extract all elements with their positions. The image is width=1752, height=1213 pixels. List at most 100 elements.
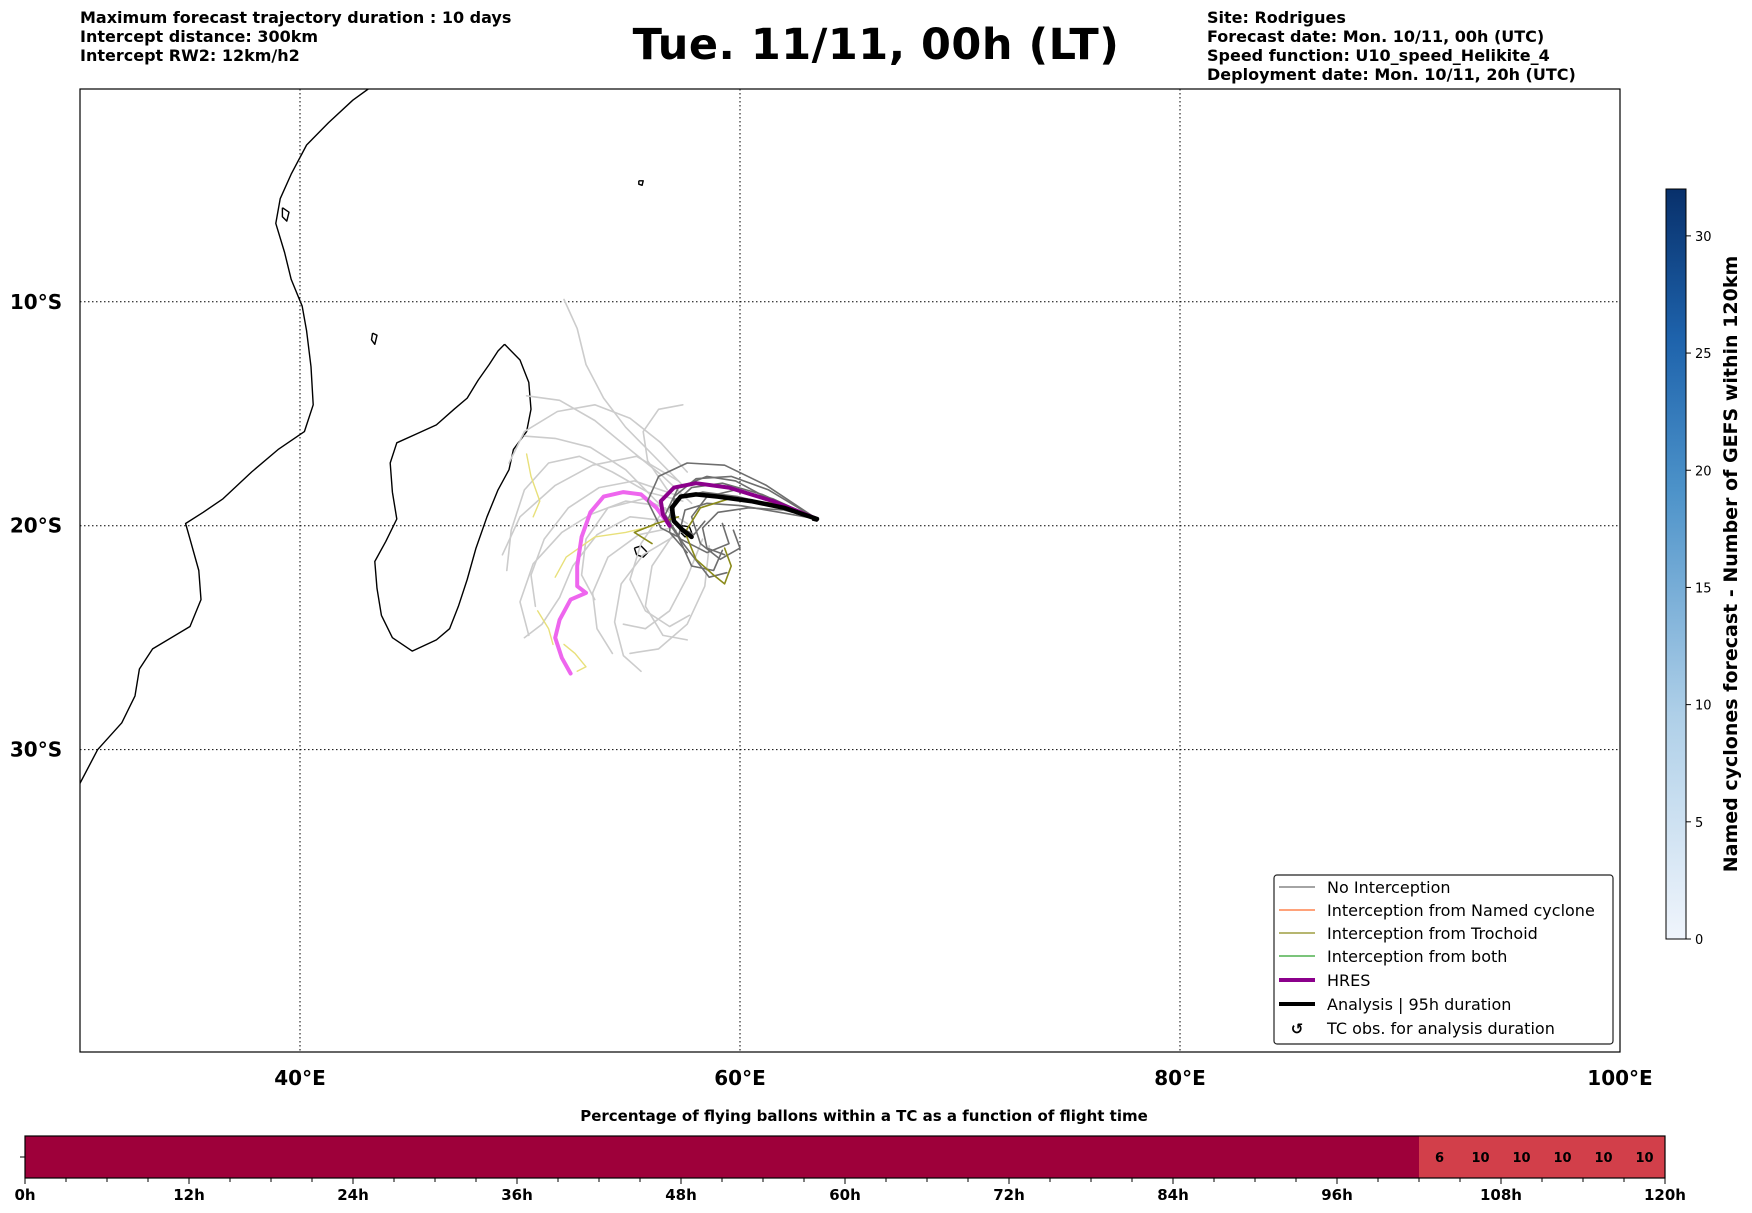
track-full-forecast-9 [501, 455, 680, 556]
coastline-africa-coast [80, 89, 369, 784]
coastline-madagascar [374, 343, 532, 652]
info-intercept-distance: Intercept distance: 300km [80, 27, 319, 46]
lat-tick-label: 10°S [10, 290, 62, 314]
track-full-forecast-14 [505, 455, 684, 572]
track-trochoid-full-forecast-1 [554, 525, 655, 578]
track-hres [658, 481, 819, 528]
strip-cell [1419, 1136, 1460, 1178]
strip-cells: 6 10 10 10 10 10 [25, 1136, 1665, 1178]
strip-tick-label: 96h [1321, 1186, 1353, 1204]
track-full-forecast-15 [644, 529, 689, 641]
coastline-comoros [370, 332, 378, 345]
legend-label-no-interception: No Interception [1327, 878, 1451, 897]
legend-label-hres: HRES [1327, 971, 1370, 990]
strip-tick-label: 48h [665, 1186, 697, 1204]
lat-tick-label: 20°S [10, 514, 62, 538]
legend-label-trochoid: Interception from Trochoid [1327, 924, 1538, 943]
legend-label-named-cyclone: Interception from Named cyclone [1327, 901, 1595, 920]
strip-tick-label: 24h [337, 1186, 369, 1204]
latitude-tick-labels: 10°S 20°S 30°S [10, 290, 62, 762]
track-full-forecast-1 [563, 298, 686, 489]
strip-cell-label: 10 [1594, 1151, 1612, 1166]
track-trochoid-full-forecast-4 [525, 453, 541, 518]
track-member-e [668, 482, 818, 554]
map-gridlines [80, 89, 1620, 1052]
map-frame [79, 88, 1621, 1053]
track-analysis [669, 492, 820, 540]
strip-cell-label: 10 [1635, 1151, 1653, 1166]
colorbar-tick-label: 10 [1695, 699, 1712, 714]
info-deployment-date: Deployment date: Mon. 10/11, 20h (UTC) [1207, 65, 1576, 84]
tc-obs-icon: ↺ [1291, 1020, 1304, 1038]
info-max-duration: Maximum forecast trajectory duration : 1… [80, 8, 512, 27]
strip-ticks: 0h 12h 24h 36h 48h 60h 72h 84h 96h 108h 120h [14, 1178, 1686, 1204]
strip-cell [1583, 1136, 1624, 1178]
strip-cell [25, 1136, 1419, 1178]
strip-tick-label: 0h [14, 1186, 35, 1204]
strip-tick-label: 84h [1157, 1186, 1189, 1204]
colorbar-tick-label: 15 [1695, 581, 1712, 596]
track-trochoid-full-forecast-3 [536, 610, 554, 646]
legend-label-analysis: Analysis | 95h duration [1327, 995, 1511, 1014]
colorbar-tick-label: 0 [1695, 933, 1703, 948]
colorbar-label: Named cyclones forecast - Number of GEFS… [1720, 256, 1742, 873]
info-forecast-date: Forecast date: Mon. 10/11, 00h (UTC) [1207, 27, 1545, 46]
coastline-mafia-zanzibar [281, 207, 290, 222]
track-member-a [664, 475, 818, 554]
info-intercept-rw2: Intercept RW2: 12km/h2 [80, 46, 300, 65]
track-member-g [673, 475, 818, 536]
track-full-forecast-5 [530, 480, 675, 608]
site-info-block: Site: Rodrigues Forecast date: Mon. 10/1… [1207, 8, 1576, 84]
coastline-seychelles [638, 180, 644, 187]
colorbar-tick-label: 25 [1695, 347, 1712, 362]
track-hres-full-forecast- [553, 490, 672, 676]
strip-cell [1542, 1136, 1583, 1178]
strip-title: Percentage of flying ballons within a TC… [580, 1107, 1148, 1125]
lon-tick-label: 40°E [274, 1066, 326, 1090]
lon-tick-label: 100°E [1587, 1066, 1652, 1090]
colorbar-tick-label: 30 [1695, 230, 1712, 245]
colorbar-ticks: 0 5 10 15 20 25 30 [1686, 230, 1712, 948]
strip-cell-label: 6 [1435, 1151, 1444, 1166]
colorbar-tick-label: 5 [1695, 816, 1703, 831]
legend-frame [1273, 874, 1614, 1045]
map-legend: No Interception Interception from Named … [1273, 874, 1614, 1045]
track-full-forecast-10 [591, 527, 673, 655]
track-trochoid-full-forecast-2 [563, 643, 587, 672]
strip-cell-label: 10 [1512, 1151, 1530, 1166]
strip-tick-label: 12h [173, 1186, 205, 1204]
track-full-forecast-4 [523, 515, 671, 639]
colorbar-tick-label: 20 [1695, 464, 1712, 479]
strip-tick-label: 60h [829, 1186, 861, 1204]
track-full-forecast-17 [642, 403, 684, 491]
track-full-forecast-11 [508, 403, 689, 473]
info-speed-function: Speed function: U10_speed_Helikite_4 [1207, 46, 1550, 65]
legend-label-both: Interception from both [1327, 947, 1507, 966]
trajectory-tracks [501, 298, 820, 676]
info-site: Site: Rodrigues [1207, 8, 1346, 27]
track-full-forecast-8 [629, 506, 691, 628]
strip-cell-label: 10 [1471, 1151, 1489, 1166]
percentage-strip: Percentage of flying ballons within a TC… [14, 1107, 1686, 1204]
colorbar: 0 5 10 15 20 25 30 Named cyclones forecast - N… [1665, 188, 1742, 948]
lon-tick-label: 80°E [1154, 1066, 1206, 1090]
lat-tick-label: 30°S [10, 738, 62, 762]
strip-cell-label: 10 [1553, 1151, 1571, 1166]
strip-tick-label: 36h [501, 1186, 533, 1204]
strip-cell [1624, 1136, 1665, 1178]
track-full-forecast-7 [622, 538, 704, 630]
strip-cell [1501, 1136, 1542, 1178]
strip-cell [1460, 1136, 1501, 1178]
legend-label-tc-obs: TC obs. for analysis duration [1326, 1019, 1555, 1038]
track-full-forecast-3 [613, 531, 682, 673]
longitude-tick-labels: 40°E 60°E 80°E 100°E [274, 1066, 1652, 1090]
strip-tick-label: 72h [993, 1186, 1025, 1204]
strip-tick-label: 108h [1480, 1186, 1522, 1204]
track-full-forecast-6 [525, 394, 693, 505]
strip-tick-label: 120h [1644, 1186, 1686, 1204]
forecast-info-block: Maximum forecast trajectory duration : 1… [80, 8, 511, 65]
chart-title: Tue. 11/11, 00h (LT) [632, 20, 1120, 70]
colorbar-gradient [1665, 188, 1687, 940]
lon-tick-label: 60°E [714, 1066, 766, 1090]
